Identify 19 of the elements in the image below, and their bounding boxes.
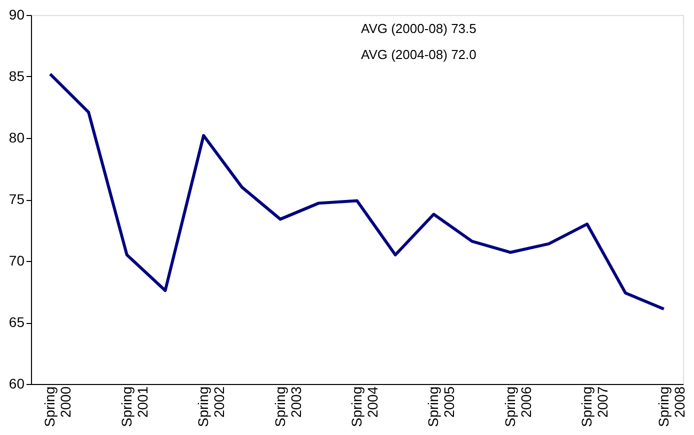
x-tick-label: Spring 2007 — [578, 386, 611, 427]
y-tick-label: 90 — [8, 6, 25, 22]
annotation: AVG (2004-08) 72.0 — [361, 47, 476, 62]
x-tick-label: Spring 2004 — [348, 386, 380, 427]
y-tick-label: 60 — [8, 376, 25, 392]
x-tick-label: Spring 2005 — [425, 386, 458, 427]
x-tick-label: Spring 2006 — [502, 386, 534, 427]
y-tick-label: 80 — [8, 130, 25, 146]
y-tick-label: 75 — [8, 191, 25, 207]
x-tick-label: Spring 2008 — [655, 386, 688, 427]
x-tick-label: Spring 2000 — [42, 386, 74, 427]
line-series — [48, 72, 666, 310]
x-tick-label: Spring 2002 — [195, 386, 228, 427]
x-tick-label: Spring 2001 — [118, 386, 150, 427]
y-tick-label: 70 — [8, 252, 25, 268]
annotation: AVG (2000-08) 73.5 — [361, 21, 476, 36]
y-tick-label: 85 — [8, 68, 25, 84]
y-tick-label: 65 — [8, 314, 25, 330]
x-tick-label: Spring 2003 — [272, 386, 304, 427]
